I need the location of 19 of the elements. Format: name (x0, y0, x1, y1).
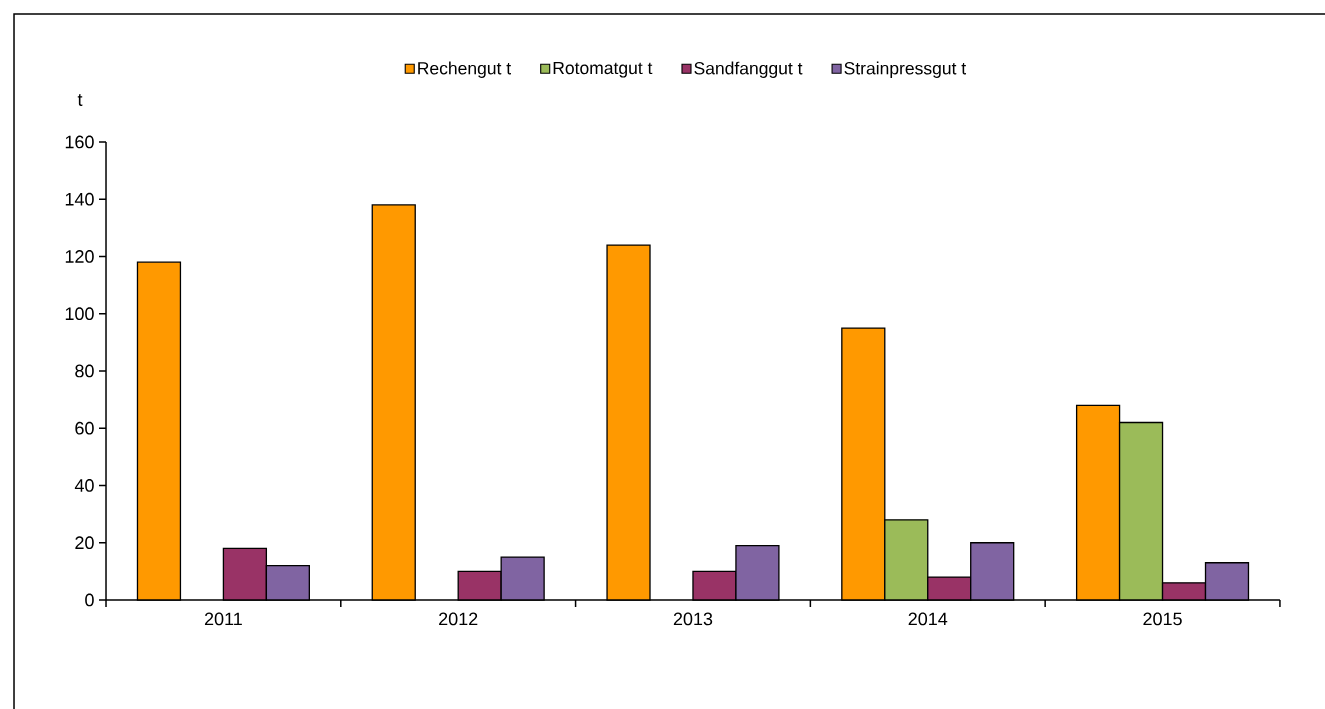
x-tick-label: 2015 (1143, 612, 1182, 626)
legend-label: Rotomatgut t (553, 61, 653, 78)
y-tick-label: 120 (65, 250, 94, 263)
x-tick-label: 2012 (439, 612, 478, 626)
y-tick-label: 140 (65, 192, 94, 206)
y-tick-label: 0 (85, 593, 94, 607)
y-tick-label: 20 (75, 536, 94, 550)
y-tick-label: 160 (65, 135, 94, 149)
legend-label: Rechengut t (418, 61, 511, 78)
y-axis-title: t (77, 94, 83, 106)
legend-label: Strainpressgut t (844, 61, 967, 78)
y-tick-label: 100 (65, 307, 94, 321)
x-tick-label: 2011 (204, 612, 242, 626)
y-tick-label: 60 (75, 421, 94, 435)
x-tick-label: 2013 (673, 612, 713, 626)
x-tick-label: 2014 (908, 612, 948, 626)
legend-label: Sandfanggut t (694, 61, 803, 78)
y-tick-label: 80 (75, 364, 94, 378)
y-tick-label: 40 (74, 479, 94, 492)
